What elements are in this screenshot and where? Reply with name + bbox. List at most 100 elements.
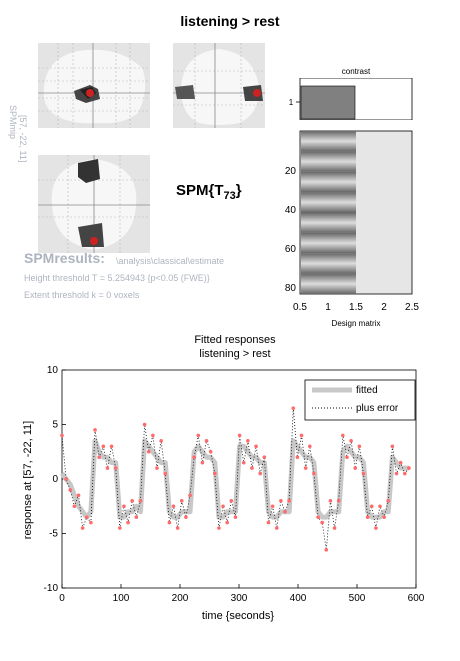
error-point: [291, 406, 296, 410]
legend: fitted plus error: [304, 379, 416, 421]
fitted-response-chart: 0 100 200 300 400 500 600 -10 -5 0 5 10 fitted plus…: [44, 365, 425, 604]
dm-regressor-band: [301, 192, 356, 213]
error-point: [250, 466, 254, 470]
error-point: [299, 433, 304, 438]
dm-y-tick: 80: [285, 283, 297, 294]
error-point: [134, 515, 139, 519]
x-tick-label: 300: [231, 593, 248, 604]
error-point: [118, 526, 122, 530]
dm-regressor-band: [301, 151, 356, 172]
error-point: [72, 504, 77, 509]
results-path: \analysis\classical\estimate: [116, 256, 225, 266]
dm-x-tick: 2: [381, 302, 387, 313]
error-point: [402, 471, 407, 476]
error-point: [151, 433, 155, 438]
error-point: [213, 471, 217, 476]
contrast-y-tick: 1: [289, 98, 294, 107]
dm-regressor-band: [301, 212, 356, 233]
dm-y-tick: 20: [285, 166, 297, 177]
error-point: [101, 444, 106, 449]
error-point: [126, 520, 130, 525]
error-point: [167, 520, 172, 525]
dm-y-tick: 40: [285, 205, 297, 216]
error-point: [188, 493, 192, 498]
error-point: [398, 460, 403, 465]
error-point: [113, 466, 118, 470]
error-point: [105, 466, 110, 470]
error-point: [60, 433, 64, 438]
mip-sagittal-view: [38, 43, 150, 128]
error-point: [237, 433, 242, 438]
chart-subtitle: listening > rest: [199, 348, 271, 360]
spmmip-label: SPMmip: [8, 105, 18, 140]
error-point: [349, 439, 353, 443]
mip-axial-view: [38, 155, 150, 253]
height-threshold: Height threshold T = 5.254943 {p<0.05 (F…: [24, 273, 210, 283]
error-point: [266, 520, 271, 525]
legend-label-fitted: fitted: [356, 385, 378, 396]
dm-x-tick: 1.5: [349, 302, 363, 313]
error-point: [328, 499, 333, 503]
error-point: [378, 504, 382, 509]
error-point: [241, 460, 246, 465]
error-point: [221, 504, 225, 509]
error-point: [138, 499, 143, 503]
error-point: [175, 526, 180, 530]
error-point: [361, 471, 366, 476]
y-tick-label: -5: [49, 529, 58, 540]
error-point: [353, 466, 358, 470]
y-tick-label: 5: [52, 420, 58, 431]
dm-regressor-band: [301, 253, 356, 274]
error-point: [93, 428, 97, 432]
error-point: [270, 504, 275, 509]
error-point: [68, 488, 73, 492]
error-point: [407, 466, 411, 470]
x-tick-label: 100: [113, 593, 130, 604]
error-point: [122, 504, 126, 509]
error-point: [369, 504, 374, 509]
legend-box: [304, 379, 416, 421]
error-point: [279, 499, 283, 503]
error-point: [64, 477, 68, 481]
error-point: [76, 493, 81, 498]
error-point: [89, 520, 93, 525]
error-point: [258, 471, 263, 476]
y-tick-label: -10: [44, 583, 59, 594]
chart-title: Fitted responses: [194, 334, 276, 346]
error-point: [287, 499, 291, 503]
error-point: [229, 499, 234, 503]
error-point: [246, 439, 250, 443]
contrast-panel[interactable]: 1: [286, 78, 416, 120]
error-point: [130, 499, 135, 503]
stat-label: SPM{T73}: [176, 182, 242, 202]
x-tick-label: 200: [172, 593, 189, 604]
error-point: [142, 422, 147, 427]
error-point: [192, 455, 196, 459]
legend-label-error: plus error: [356, 403, 399, 414]
design-matrix-label: Design matrix: [331, 319, 381, 328]
error-point: [386, 499, 391, 503]
error-point: [357, 444, 362, 449]
error-point: [146, 449, 151, 454]
error-point: [308, 444, 312, 449]
error-point: [109, 444, 114, 449]
design-matrix[interactable]: 20 40 60 80 0.5 1 1.5 2 2.5: [272, 128, 452, 320]
error-point: [320, 520, 324, 525]
error-point: [336, 499, 341, 503]
dm-x-tick: 0.5: [293, 302, 307, 313]
error-point: [225, 520, 229, 525]
figure-title: listening > rest: [180, 13, 280, 29]
dm-x-tick: 2.5: [405, 302, 419, 313]
x-tick-label: 0: [59, 593, 65, 604]
contrast-label: contrast: [341, 67, 371, 76]
contrast-bar: [300, 85, 356, 120]
error-point: [204, 439, 209, 443]
error-point: [365, 515, 370, 519]
error-point: [155, 466, 159, 470]
dm-regressor-band: [301, 232, 356, 254]
error-point: [312, 471, 316, 476]
error-point: [332, 526, 337, 530]
dm-regressor-band: [301, 171, 356, 193]
error-point: [159, 439, 163, 443]
x-tick-label: 400: [290, 593, 307, 604]
